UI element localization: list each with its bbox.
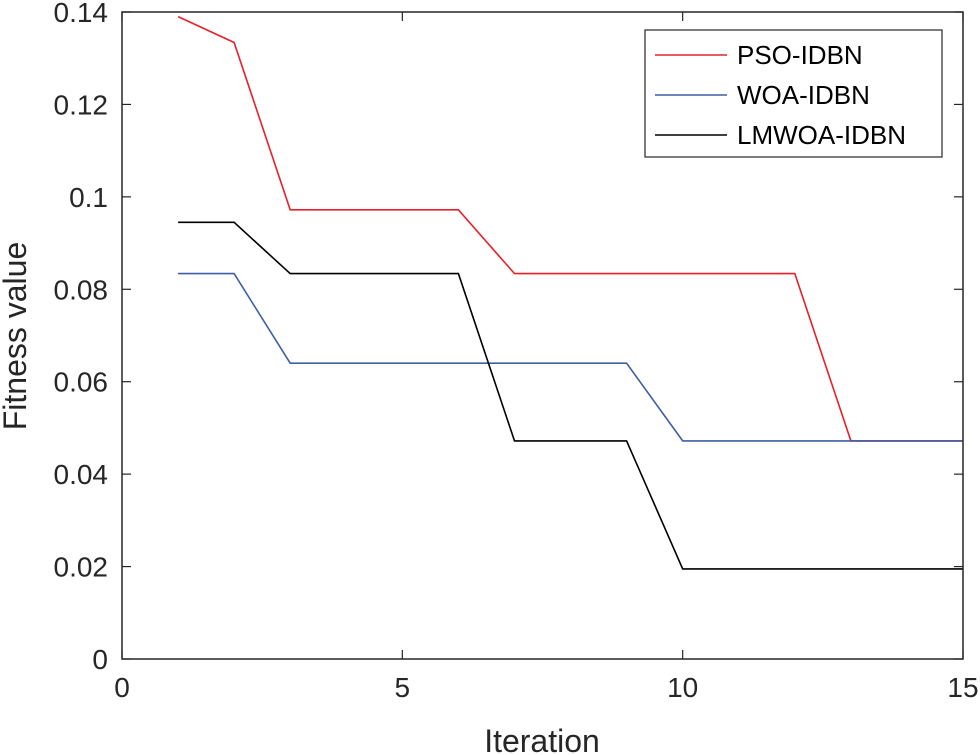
y-tick-label: 0.02	[54, 552, 109, 583]
legend-box	[644, 29, 943, 158]
y-tick-label: 0.08	[54, 274, 109, 305]
legend-label-pso-idbn: PSO-IDBN	[737, 40, 863, 70]
x-tick-label: 5	[395, 672, 411, 703]
series-line-lmwoa-idbn	[178, 221, 963, 570]
y-tick-label: 0	[92, 644, 108, 675]
y-tick-label: 0.12	[54, 89, 109, 120]
y-tick-label: 0.14	[54, 0, 109, 28]
plot-area-frame	[121, 11, 964, 660]
x-tick-label: 0	[114, 672, 130, 703]
x-axis-title: Iteration	[484, 723, 600, 755]
y-tick-label: 0.04	[54, 459, 109, 490]
y-tick-label: 0.1	[69, 182, 108, 213]
legend-label-lmwoa-idbn: LMWOA-IDBN	[737, 120, 906, 150]
series-line-woa-idbn	[178, 272, 963, 442]
series-line-pso-idbn	[177, 15, 963, 442]
legend-label-woa-idbn: WOA-IDBN	[737, 80, 870, 110]
y-tick-label: 0.06	[54, 367, 109, 398]
x-tick-label: 10	[667, 672, 698, 703]
y-axis-title: Fitness value	[0, 242, 33, 431]
x-tick-label: 15	[947, 672, 978, 703]
legend: PSO-IDBN WOA-IDBN LMWOA-IDBN	[644, 29, 943, 158]
